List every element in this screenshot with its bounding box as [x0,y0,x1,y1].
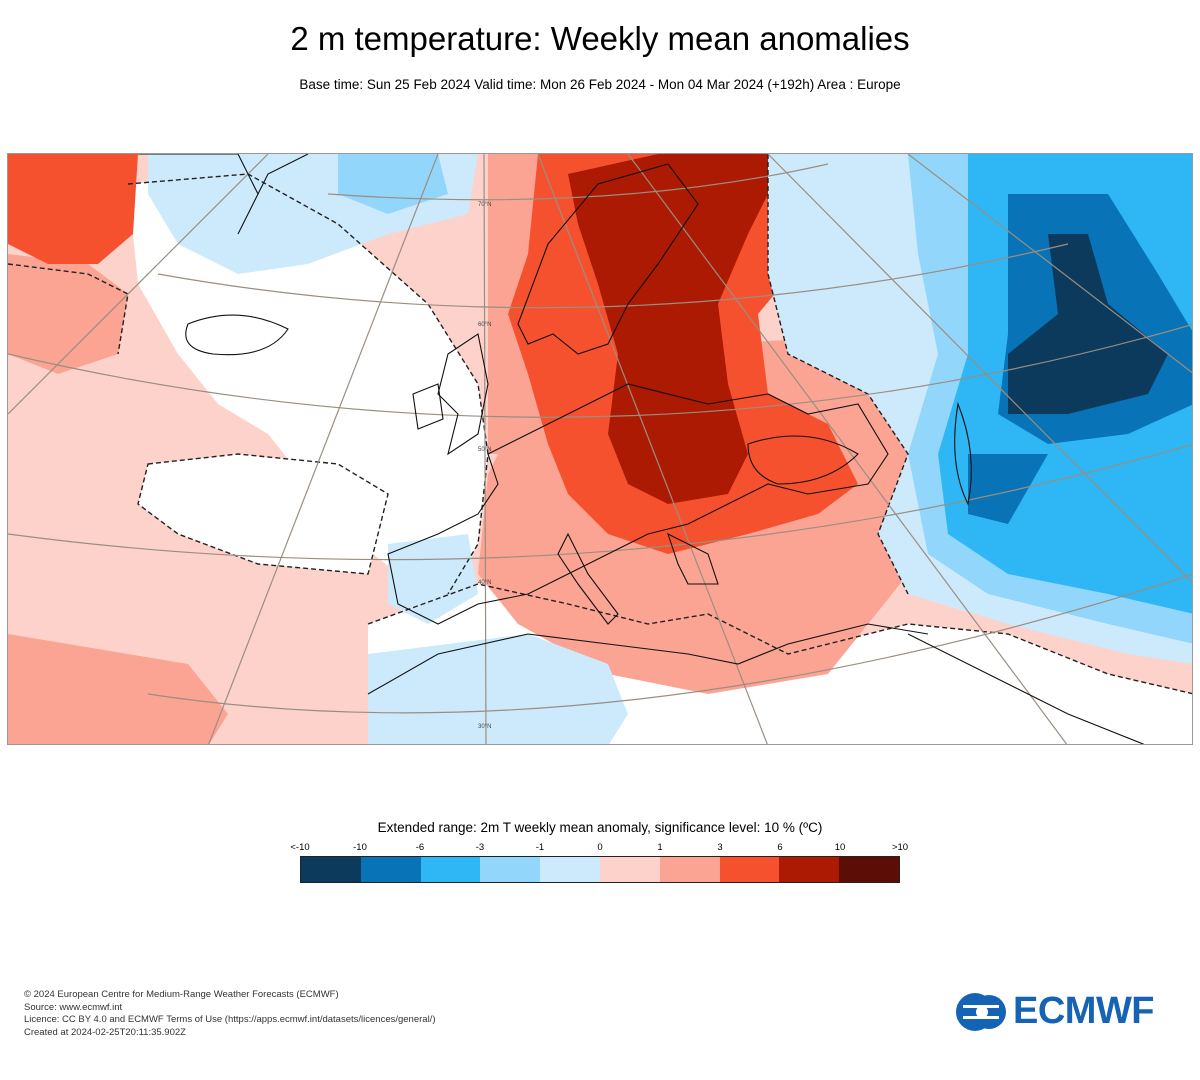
legend-color-swatch [301,857,361,882]
legend-tick-label: -3 [475,842,485,853]
coastline-scandinavia [517,163,699,355]
anomaly-map-svg: 70°N 60°N 50°N 40°N 30°N [8,154,1192,744]
legend-color-swatch [659,857,720,882]
coastline-greece [667,532,719,585]
credit-line: Created at 2024-02-25T20:11:35.902Z [24,1026,186,1038]
lat-label-50n: 50°N [478,447,491,453]
lat-label-70n: 70°N [478,202,491,208]
longitude-line [8,154,269,415]
legend-tick-label: 0 [597,842,603,853]
longitude-line [627,154,1068,744]
legend-color-swatch [360,857,421,882]
coastline-black-sea [747,435,859,485]
legend-tick-label: 3 [717,842,723,853]
anomaly-fill-light-blue-nafrica [368,634,628,744]
credit-line: Source: www.ecmwf.int [24,1001,123,1013]
anomaly-fill-light-blue-iberia [388,534,478,624]
legend-tick-label: -1 [535,842,545,853]
legend-color-bar [300,856,900,883]
latitude-line [327,163,829,201]
legend-tick-label: 1 [657,842,663,853]
legend-tick-label: 10 [834,842,846,853]
ecmwf-logo-text: ECMWF [1013,990,1155,1032]
anomaly-fill-medium-red-greenland [8,254,128,374]
legend-title: Extended range: 2m T weekly mean anomaly… [377,820,823,835]
anomaly-fill-strong-red-greenland [8,154,138,264]
legend-tick-label: <-10 [290,842,310,853]
legend-tick-label: -6 [415,842,425,853]
coastline-britain [437,333,489,456]
credits: © 2024 European Centre for Medium-Range … [24,989,436,1039]
significance-contour [367,583,1192,695]
anomaly-map: 70°N 60°N 50°N 40°N 30°N [7,153,1193,745]
longitude-line [537,154,768,744]
latitude-line [8,323,1192,418]
credit-line: Licence: CC BY 4.0 and ECMWF Terms of Us… [24,1014,436,1025]
coastline-ireland [412,383,444,430]
credit-line: © 2024 European Centre for Medium-Range … [24,989,339,1000]
significance-contour [8,263,129,355]
coastline-greenland [138,154,309,235]
chart-title: 2 m temperature: Weekly mean anomalies [290,20,910,57]
anomaly-fill-darkest-blue [1008,234,1168,414]
graticule [8,154,1192,744]
latitude-line [147,574,1192,714]
legend-color-swatch [779,857,840,882]
legend-tick-label: 6 [777,842,783,853]
legend-color-swatch [719,857,780,882]
neutral-zone-mid-atlantic [138,454,388,574]
ecmwf-logo: ECMWF [955,990,1155,1033]
anomaly-fill-medium-red [8,154,938,744]
ecmwf-logo-icon [956,992,1006,1031]
legend-color-swatch [480,857,541,882]
neutral-zone-atlantic [128,174,488,594]
legend-color-swatch [839,857,899,882]
lat-label-30n: 30°N [478,724,491,730]
longitude-line [767,154,1192,583]
legend-tick-labels: <-10 -10 -6 -3 -1 0 1 3 6 10 >10 [290,842,908,854]
coastline-arabia [907,633,1145,744]
legend-tick-label: >10 [891,842,909,853]
lat-label-40n: 40°N [478,580,491,586]
legend-color-swatch [420,857,481,882]
longitude-line [208,154,439,744]
legend-color-swatch [599,857,660,882]
legend-color-swatch [540,857,600,882]
coastline-iceland [185,314,289,356]
longitude-line [483,154,487,744]
coastlines [138,154,1145,744]
legend-tick-label: -10 [353,842,367,853]
significance-contour [127,173,489,595]
latitude-line [157,243,1069,309]
coastline-north-africa [367,623,929,695]
coastline-italy [557,532,619,625]
coastline-continent [387,383,889,625]
coastline-caspian [954,401,972,506]
significance-contour [137,453,389,575]
latitude-line [8,443,1192,561]
lat-label-60n: 60°N [478,322,491,328]
chart-subtitle: Base time: Sun 25 Feb 2024 Valid time: M… [299,77,901,92]
longitude-line [907,154,1192,374]
